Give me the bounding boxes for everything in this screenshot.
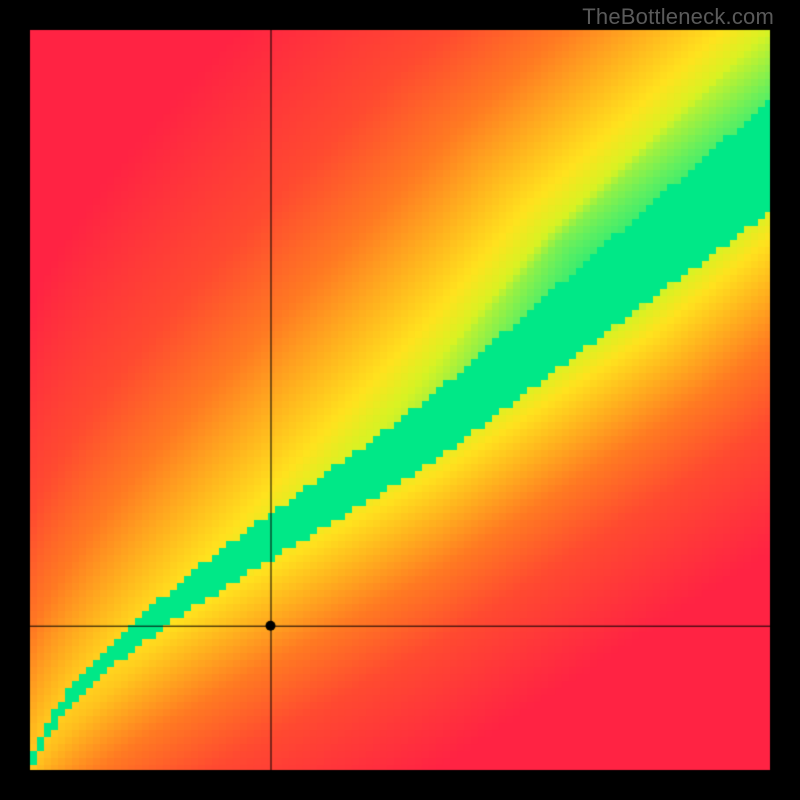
- chart-container: TheBottleneck.com: [0, 0, 800, 800]
- bottleneck-heatmap: [0, 0, 800, 800]
- watermark-label: TheBottleneck.com: [582, 4, 774, 30]
